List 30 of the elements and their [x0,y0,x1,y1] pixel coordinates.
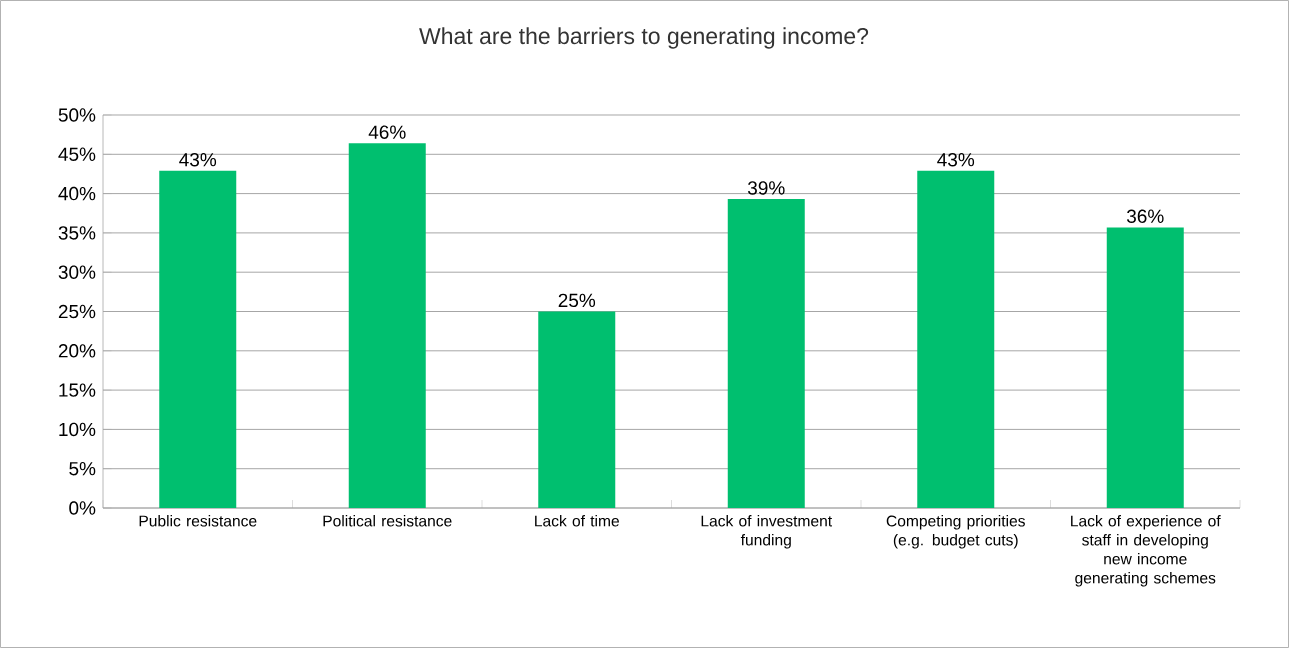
x-tick-label: Lack of investment funding [701,515,833,549]
y-tick-label: 10% [59,422,96,437]
data-label: 25% [558,293,596,308]
data-label: 43% [937,152,975,167]
y-tick-label: 45% [58,147,96,161]
y-tick-label: 40% [58,186,96,201]
y-tick-label: 20% [58,344,96,358]
y-tick-label: 25% [58,304,96,319]
data-label: 46% [368,125,406,139]
y-tick-label: 0% [69,501,96,515]
y-tick-label: 30% [58,265,96,279]
data-label: 36% [1126,209,1164,223]
y-tick-label: 5% [69,462,96,476]
bar [1106,227,1184,508]
x-tick-label: Public resistance [139,515,257,527]
data-label: 43% [179,152,217,167]
chart-title: What are the barriers to generating income? [419,27,869,49]
bar [727,199,805,508]
y-tick-label: 35% [58,226,96,240]
y-tick-label: 50% [58,108,96,122]
x-tick-label: Lack of experience of staff in developing new income generating schemes [1071,515,1221,587]
y-tick-label: 15% [59,383,96,397]
x-tick-label: Political resistance [323,515,452,527]
bar [538,311,616,508]
bar [348,143,426,508]
x-tick-label: Lack of time [535,515,619,527]
bar [917,170,995,508]
bar [159,170,237,508]
x-tick-label: Competing priorities (e.g. budget cuts) [886,515,1025,549]
data-label: 39% [747,181,785,195]
